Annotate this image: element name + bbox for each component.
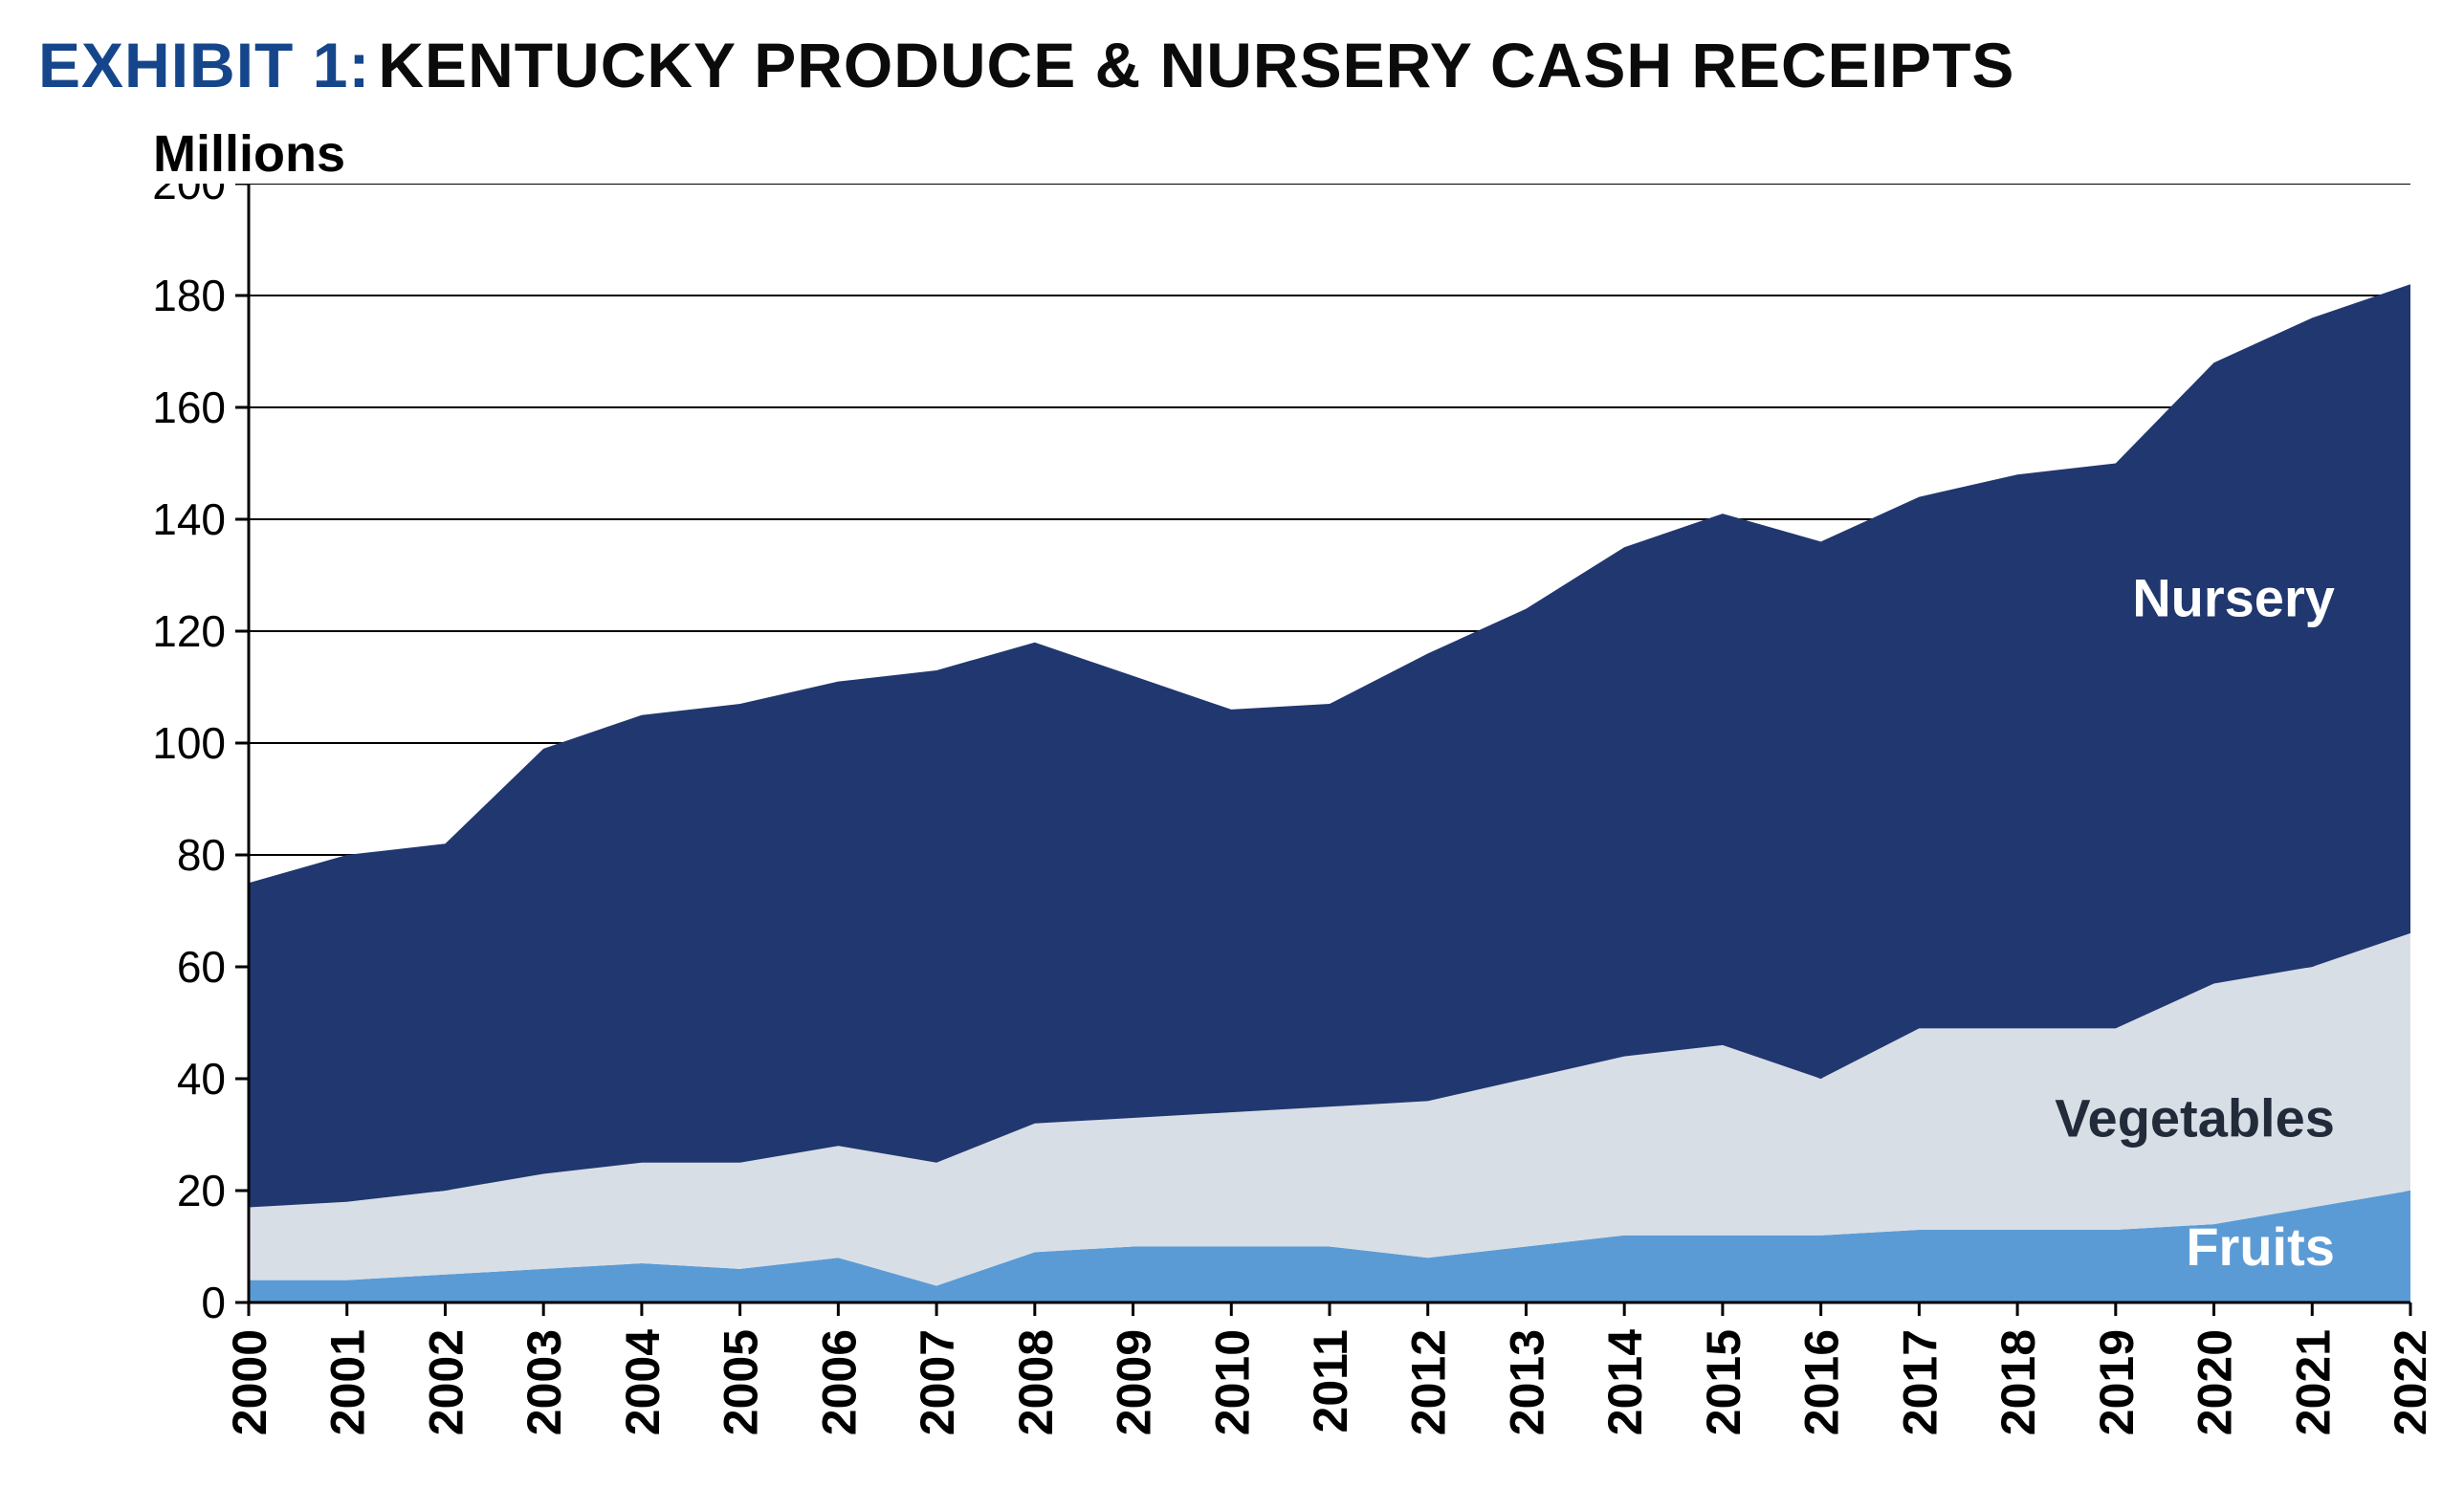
x-tick-label: 2003 — [517, 1329, 571, 1435]
x-tick-label: 2016 — [1795, 1329, 1849, 1435]
chart-title-lead: EXHIBIT 1: — [38, 30, 370, 100]
x-tick-label: 2006 — [812, 1329, 866, 1435]
series-label-vegetables: Vegetables — [2055, 1088, 2335, 1149]
exhibit-wrapper: EXHIBIT 1:KENTUCKY PRODUCE & NURSERY CAS… — [0, 0, 2464, 1510]
series-label-nursery: Nursery — [2132, 568, 2335, 628]
x-tick-label: 2018 — [1991, 1329, 2045, 1435]
y-tick-label: 140 — [152, 494, 226, 544]
y-tick-label: 100 — [152, 718, 226, 768]
x-tick-label: 2002 — [419, 1329, 473, 1435]
series-label-fruits: Fruits — [2186, 1216, 2335, 1277]
x-tick-label: 2013 — [1500, 1329, 1553, 1435]
x-tick-label: 2011 — [1304, 1329, 1357, 1433]
stacked-area-chart: 0 20 40 60 80 100 120 140 160 180 200 2000 2001 2002 2… — [38, 184, 2426, 1465]
x-tick-label: 2005 — [715, 1329, 768, 1435]
x-tick-label: 2012 — [1402, 1329, 1456, 1435]
x-tick-label: 2014 — [1598, 1329, 1652, 1435]
x-tick-label: 2022 — [2385, 1329, 2426, 1435]
y-axis-label: Millions — [153, 124, 2426, 184]
y-tick-label: 200 — [152, 184, 226, 208]
x-tick-label: 2001 — [321, 1329, 375, 1435]
x-tick-label: 2021 — [2286, 1329, 2340, 1435]
y-tick-label: 160 — [152, 383, 226, 432]
y-tick-label: 80 — [177, 830, 226, 880]
x-tick-label: 2008 — [1009, 1329, 1063, 1435]
chart-title-rest: KENTUCKY PRODUCE & NURSERY CASH RECEIPTS — [378, 30, 2014, 100]
y-tick-label: 120 — [152, 606, 226, 656]
y-tick-label: 0 — [201, 1278, 226, 1327]
chart-area: 0 20 40 60 80 100 120 140 160 180 200 2000 2001 2002 2… — [38, 184, 2426, 1465]
x-tick-label: 2009 — [1108, 1329, 1161, 1435]
x-tick-label: 2007 — [911, 1329, 964, 1435]
y-tick-label: 20 — [177, 1166, 226, 1215]
x-tick-label: 2017 — [1893, 1329, 1947, 1435]
y-tick-label: 40 — [177, 1054, 226, 1104]
x-tick-label: 2004 — [616, 1329, 670, 1435]
x-tick-label: 2015 — [1697, 1329, 1750, 1435]
chart-title: EXHIBIT 1:KENTUCKY PRODUCE & NURSERY CAS… — [38, 29, 2426, 101]
y-tick-label: 60 — [177, 942, 226, 992]
x-tick-label: 2000 — [223, 1329, 276, 1435]
y-tick-label: 180 — [152, 271, 226, 320]
x-tick-label: 2020 — [2189, 1329, 2242, 1435]
x-tick-label: 2010 — [1205, 1329, 1259, 1435]
x-tick-label: 2019 — [2090, 1329, 2144, 1435]
